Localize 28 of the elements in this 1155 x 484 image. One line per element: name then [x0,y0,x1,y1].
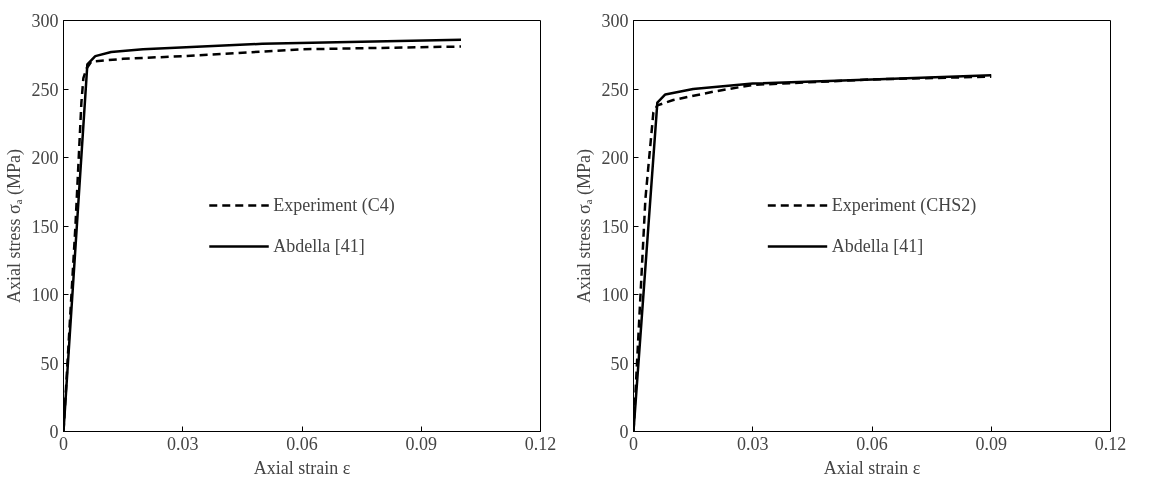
x-tick-label: 0.06 [286,433,318,454]
x-tick-label: 0.12 [524,433,557,454]
y-axis-title: Axial stress σₐ (MPa) [3,148,25,304]
y-tick-label: 250 [31,79,59,100]
y-tick-label: 100 [31,285,59,305]
x-tick-label: 0.09 [975,433,1007,454]
y-tick-label: 150 [601,216,629,237]
x-axis-title: Axial strain ε [823,457,921,478]
x-tick-label: 0.03 [737,433,769,454]
legend-label: Experiment (C4) [273,194,395,216]
x-tick-label: 0.03 [167,433,199,454]
y-tick-label: 50 [610,353,629,374]
y-tick-label: 300 [601,11,629,31]
legend-label: Experiment (CHS2) [831,194,977,216]
legend-label: Abdella [41] [831,235,924,257]
y-tick-label: 50 [40,353,59,374]
y-tick-label: 100 [601,285,629,305]
x-tick-label: 0.12 [1094,433,1127,454]
x-tick-label: 0.09 [405,433,437,454]
y-tick-label: 150 [31,216,59,237]
legend-label: Abdella [41] [273,235,365,257]
y-axis-title: Axial stress σₐ (MPa) [573,148,595,304]
y-tick-label: 250 [601,79,629,100]
x-tick-label: 0.06 [856,433,888,454]
y-tick-label: 200 [601,148,629,168]
y-tick-label: 300 [31,11,59,31]
x-axis-title: Axial strain ε [253,457,351,478]
y-tick-label: 200 [31,148,59,168]
